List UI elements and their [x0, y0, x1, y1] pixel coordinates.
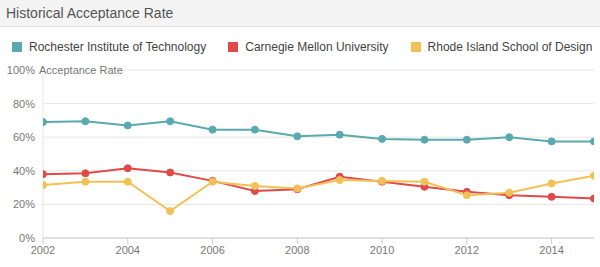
html-text:Historical Acceptance Rate: Historical Acceptance Rate: [6, 5, 174, 21]
svg-text:2012: 2012: [455, 244, 479, 256]
html-text:Rochester Institute of Technol: Rochester Institute of Technology: [29, 40, 207, 54]
svg-text:0%: 0%: [19, 232, 35, 244]
html-text:Rhode Island School of Design: Rhode Island School of Design: [427, 40, 593, 54]
svg-text:2002: 2002: [31, 244, 55, 256]
svg-text:100%: 100%: [8, 64, 35, 76]
svg-text:2010: 2010: [370, 244, 394, 256]
svg-text:60%: 60%: [13, 131, 35, 143]
html-text:Carnegie Mellon University: Carnegie Mellon University: [245, 40, 389, 54]
svg-text:2006: 2006: [200, 244, 224, 256]
svg-text:Acceptance Rate: Acceptance Rate: [39, 64, 123, 76]
svg-text:20%: 20%: [13, 198, 35, 210]
svg-text:80%: 80%: [13, 98, 35, 110]
svg-text:2014: 2014: [539, 244, 563, 256]
svg-text:2008: 2008: [285, 244, 309, 256]
svg-text:40%: 40%: [13, 165, 35, 177]
svg-text:2004: 2004: [116, 244, 140, 256]
